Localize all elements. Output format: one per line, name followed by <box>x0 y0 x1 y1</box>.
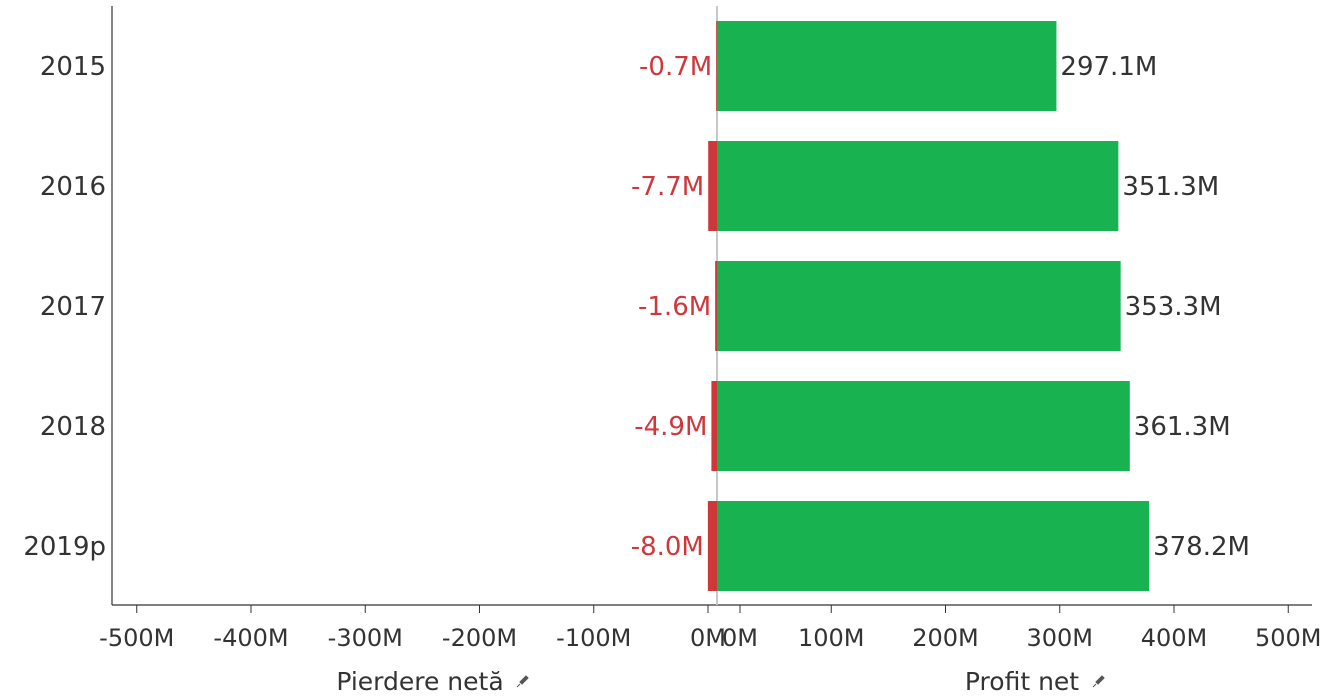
y-category-label: 2015 <box>40 52 106 82</box>
loss-data-label: -7.7M <box>631 172 704 202</box>
profit-data-label: 351.3M <box>1122 172 1219 202</box>
x-tick-label: 0M <box>690 624 726 652</box>
x-tick-label: 400M <box>1141 624 1208 652</box>
profit-bar <box>717 381 1130 471</box>
profit-data-label: 361.3M <box>1134 412 1231 442</box>
profit-bar <box>717 501 1150 591</box>
x-tick-label: 100M <box>798 624 865 652</box>
y-category-label: 2019p <box>23 532 106 562</box>
sort-pin-icon[interactable] <box>516 675 529 688</box>
x-tick-label: 300M <box>1026 624 1093 652</box>
loss-bar <box>708 141 717 231</box>
loss-bar <box>711 381 717 471</box>
profit-bar <box>717 21 1057 111</box>
y-category-label: 2016 <box>40 172 106 202</box>
loss-data-label: -1.6M <box>638 292 711 322</box>
profit-data-label: 353.3M <box>1125 292 1222 322</box>
profit-bar <box>717 141 1119 231</box>
profit-bar <box>717 261 1121 351</box>
x-tick-label: 200M <box>912 624 979 652</box>
loss-bar <box>716 21 717 111</box>
loss-data-label: -4.9M <box>634 412 707 442</box>
x-tick-label: -500M <box>99 624 174 652</box>
x-tick-label: -300M <box>328 624 403 652</box>
bars <box>707 21 1150 591</box>
x-tick-label: 0M <box>722 624 758 652</box>
profit-data-label: 297.1M <box>1060 52 1157 82</box>
profit-data-label: 378.2M <box>1153 532 1250 562</box>
loss-data-label: -8.0M <box>631 532 704 562</box>
sort-pin-icon[interactable] <box>1092 675 1105 688</box>
loss-data-label: -0.7M <box>639 52 712 82</box>
right-x-axis-label: Profit net <box>965 667 1079 696</box>
loss-bar <box>707 501 717 591</box>
data-labels: 2015 -0.7M 297.1M 2016 -7.7M 351.3M 2017 -1.6M 3… <box>23 52 1250 562</box>
left-x-axis-label: Pierdere netă <box>336 667 503 696</box>
x-tick-label: -400M <box>213 624 288 652</box>
loss-bar <box>715 261 717 351</box>
y-category-label: 2017 <box>40 292 106 322</box>
x-tick-label: -200M <box>442 624 517 652</box>
y-category-label: 2018 <box>40 412 106 442</box>
x-tick-label: -100M <box>556 624 631 652</box>
x-tick-label: 500M <box>1255 624 1322 652</box>
